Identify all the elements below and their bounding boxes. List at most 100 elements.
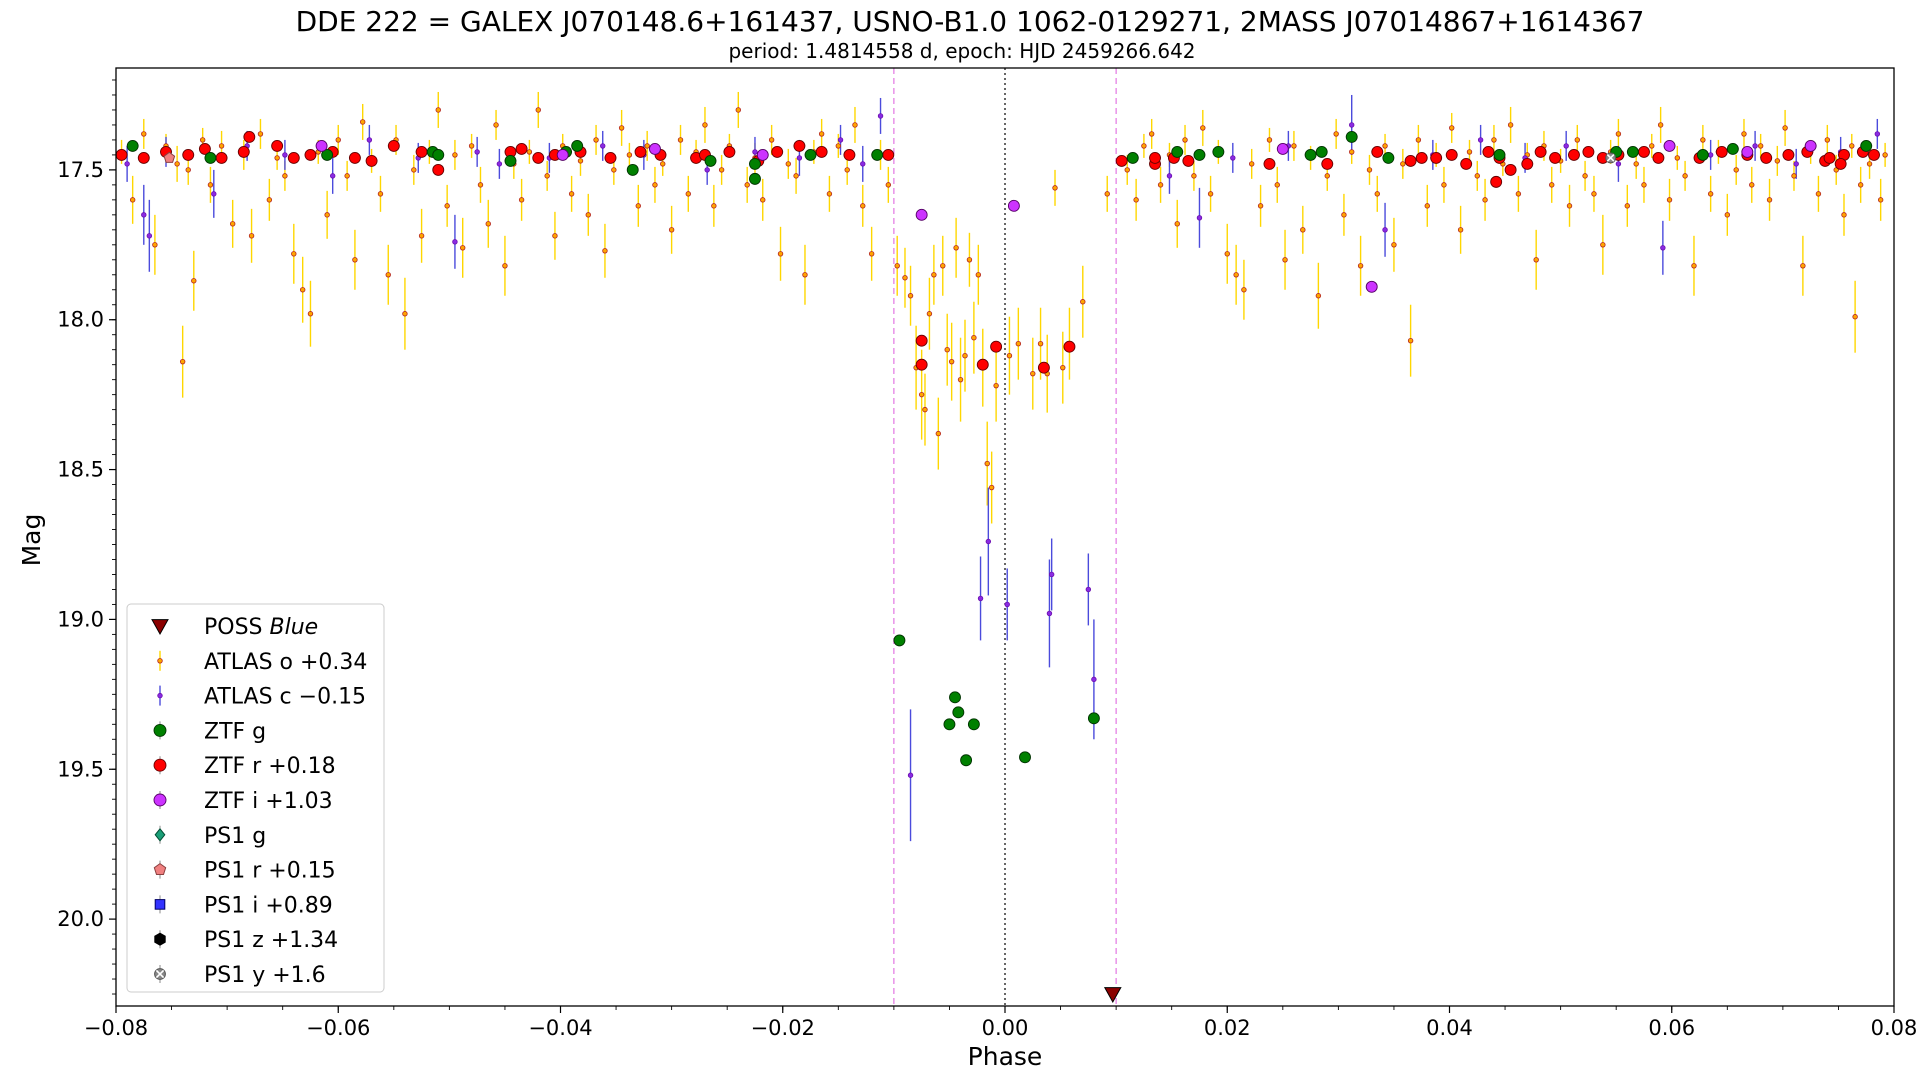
data-point: [274, 155, 280, 161]
data-point: [518, 197, 525, 203]
data-point: [1424, 203, 1430, 209]
data-point: [1445, 148, 1458, 161]
data-point: [1149, 151, 1161, 164]
data-point: [552, 233, 558, 239]
legend-marker: [154, 899, 166, 910]
data-point: [652, 182, 658, 188]
data-point: [1037, 361, 1050, 374]
data-point: [660, 161, 666, 167]
data-point: [435, 107, 441, 113]
data-point: [1515, 191, 1522, 197]
data-point: [1649, 143, 1655, 149]
data-point: [504, 154, 517, 167]
legend-label: PS1 z +1.34: [204, 928, 338, 953]
data-point: [1674, 155, 1681, 161]
data-point: [760, 197, 766, 203]
data-point: [626, 163, 639, 176]
x-tick-label: 0.08: [1871, 1016, 1918, 1040]
data-point: [1063, 340, 1076, 353]
data-point: [526, 149, 533, 155]
data-point: [852, 122, 858, 128]
data-point: [907, 293, 914, 299]
data-point: [432, 163, 445, 176]
data-point: [893, 634, 906, 647]
data-point: [185, 167, 191, 173]
data-point: [1263, 157, 1276, 170]
data-point: [957, 376, 964, 383]
data-point: [387, 139, 400, 152]
data-point: [124, 161, 130, 167]
data-point: [1407, 338, 1414, 344]
data-point: [544, 173, 550, 179]
data-point: [1874, 131, 1881, 137]
data-point: [860, 161, 866, 167]
data-point: [452, 239, 458, 245]
data-point: [1357, 263, 1364, 269]
data-point: [768, 137, 775, 143]
data-point: [1241, 287, 1247, 293]
data-point: [802, 272, 808, 278]
data-point: [977, 595, 984, 602]
legend-marker: [154, 827, 166, 842]
y-tick-label: 18.0: [57, 308, 104, 332]
legend-entry: ZTF r +0.18: [153, 754, 336, 779]
data-point: [704, 154, 717, 167]
data-point: [1793, 161, 1799, 167]
data-point: [626, 152, 633, 158]
data-point: [199, 137, 206, 143]
legend-label-italic: Blue: [270, 615, 319, 640]
data-point: [1633, 161, 1639, 167]
data-point: [804, 148, 817, 161]
legend-entry: PS1 r +0.15: [153, 859, 336, 884]
data-point: [191, 278, 197, 284]
data-point: [1030, 370, 1036, 377]
data-point: [1600, 242, 1606, 248]
data-point: [777, 251, 784, 257]
data-point: [1834, 157, 1847, 170]
data-point: [335, 137, 341, 143]
data-point: [943, 718, 956, 731]
data-point: [344, 173, 350, 179]
data-point: [1460, 157, 1473, 170]
data-point: [702, 122, 708, 128]
data-point: [1823, 151, 1836, 164]
data-point: [198, 142, 211, 155]
legend-label: PS1 y +1.6: [204, 963, 326, 988]
data-point: [287, 151, 300, 164]
data-point: [1371, 145, 1384, 158]
data-point: [818, 131, 825, 137]
data-point: [237, 145, 250, 158]
data-point: [1282, 257, 1288, 263]
data-point: [1148, 131, 1155, 137]
data-point: [882, 148, 895, 161]
data-point: [218, 143, 225, 149]
data-point: [1782, 148, 1795, 161]
data-point: [843, 148, 856, 161]
data-point: [975, 272, 982, 278]
data-point: [299, 287, 306, 293]
data-point: [137, 151, 150, 164]
data-point: [744, 182, 750, 188]
data-point: [1007, 199, 1020, 212]
data-point: [502, 263, 508, 269]
y-tick-label: 17.5: [57, 158, 104, 182]
data-point: [585, 212, 591, 218]
data-point: [307, 311, 314, 317]
chart-subtitle: period: 1.4814558 d, epoch: HJD 2459266.…: [728, 39, 1195, 63]
data-point: [377, 191, 384, 197]
data-point: [1791, 173, 1797, 179]
data-point: [1605, 152, 1617, 164]
data-point: [329, 173, 336, 179]
data-point: [948, 358, 955, 365]
data-point: [1006, 352, 1013, 359]
data-point: [1315, 145, 1328, 158]
x-axis-label: Phase: [968, 1042, 1043, 1071]
legend-entry: PS1 z +1.34: [154, 928, 338, 953]
data-point: [1182, 137, 1188, 143]
data-point: [634, 145, 647, 158]
data-point: [1430, 151, 1443, 164]
data-point: [1800, 263, 1806, 269]
data-point: [1196, 215, 1203, 221]
data-point: [493, 122, 499, 128]
x-tick-label: 0.06: [1648, 1016, 1695, 1040]
